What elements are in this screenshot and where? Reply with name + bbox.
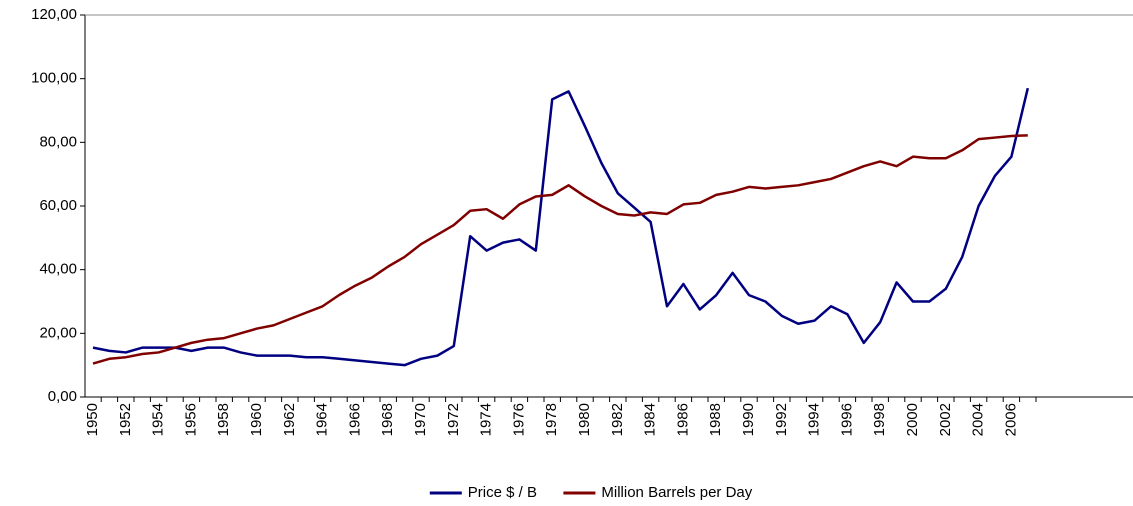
y-tick-label: 40,00 (39, 261, 77, 278)
x-tick-label: 1974 (478, 403, 495, 436)
x-tick-label: 1966 (346, 403, 363, 436)
y-tick-label: 60,00 (39, 197, 77, 214)
x-tick-label: 1956 (182, 403, 199, 436)
x-tick-label: 1972 (445, 403, 462, 436)
x-tick-label: 1958 (215, 403, 232, 436)
x-tick-label: 1980 (576, 403, 593, 436)
series-line (92, 87, 1030, 367)
x-tick-label: 2006 (1002, 403, 1019, 436)
x-tick-label: 1994 (806, 403, 823, 436)
legend-label: Price $ / B (468, 484, 537, 501)
x-tick-label: 1998 (871, 403, 888, 436)
y-tick-label: 100,00 (31, 70, 77, 87)
x-tick-label: 1996 (838, 403, 855, 436)
x-tick-label: 1968 (379, 403, 396, 436)
legend-label: Million Barrels per Day (601, 484, 752, 501)
series-line (92, 134, 1028, 365)
x-tick-label: 1952 (117, 403, 134, 436)
x-tick-label: 1964 (314, 403, 331, 436)
x-tick-label: 1986 (674, 403, 691, 436)
x-tick-label: 2004 (970, 403, 987, 436)
x-tick-label: 1962 (281, 403, 298, 436)
y-tick-label: 20,00 (39, 324, 77, 341)
x-tick-label: 1990 (740, 403, 757, 436)
x-tick-label: 1960 (248, 403, 265, 436)
x-tick-label: 1982 (609, 403, 626, 436)
y-tick-label: 0,00 (48, 388, 77, 405)
x-tick-label: 1976 (510, 403, 527, 436)
x-tick-label: 1970 (412, 403, 429, 436)
x-tick-label: 1954 (150, 403, 167, 436)
y-tick-label: 80,00 (39, 133, 77, 150)
x-tick-label: 2002 (937, 403, 954, 436)
x-tick-label: 1988 (707, 403, 724, 436)
x-tick-label: 1950 (84, 403, 101, 436)
x-tick-label: 1992 (773, 403, 790, 436)
x-tick-label: 2000 (904, 403, 921, 436)
x-tick-label: 1978 (543, 403, 560, 436)
y-tick-label: 120,00 (31, 6, 77, 23)
x-tick-label: 1984 (642, 403, 659, 436)
